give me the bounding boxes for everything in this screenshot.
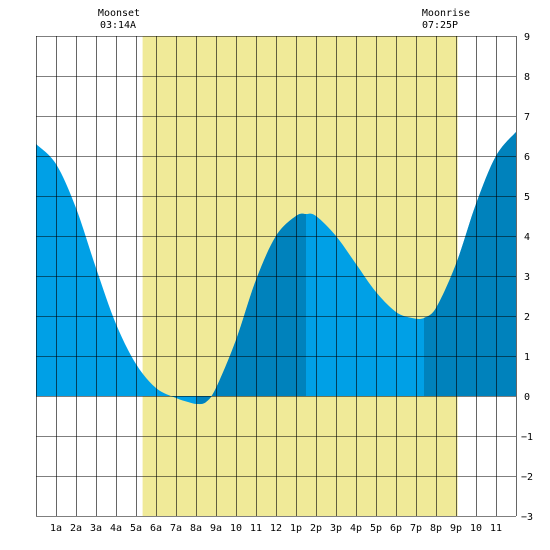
moonrise-label: Moonrise xyxy=(422,8,470,19)
y-tick-label: 0 xyxy=(524,392,530,403)
x-tick-label: 11 xyxy=(490,523,502,534)
y-tick-label: 5 xyxy=(524,192,530,203)
x-tick-label: 12 xyxy=(270,523,282,534)
x-tick-label: 10 xyxy=(470,523,482,534)
x-tick-label: 2p xyxy=(310,523,322,534)
x-tick-label: 1p xyxy=(290,523,302,534)
x-tick-label: 2a xyxy=(70,523,82,534)
moonrise-time: 07:25P xyxy=(422,20,458,31)
x-tick-label: 11 xyxy=(250,523,262,534)
x-tick-label: 3p xyxy=(330,523,342,534)
moonset-label: Moonset xyxy=(98,8,140,19)
x-tick-label: 10 xyxy=(230,523,242,534)
y-tick-label: 1 xyxy=(524,352,530,363)
y-tick-label: 9 xyxy=(524,32,530,43)
x-tick-label: 1a xyxy=(50,523,62,534)
tide-rising-area xyxy=(424,132,516,396)
y-tick-label: −2 xyxy=(521,472,533,483)
x-tick-label: 8p xyxy=(430,523,442,534)
y-tick-label: 2 xyxy=(524,312,530,323)
y-tick-label: 6 xyxy=(524,152,530,163)
x-tick-label: 6p xyxy=(390,523,402,534)
y-tick-label: −1 xyxy=(521,432,533,443)
y-tick-label: 7 xyxy=(524,112,530,123)
y-tick-label: 3 xyxy=(524,272,530,283)
x-tick-label: 3a xyxy=(90,523,102,534)
y-tick-label: 4 xyxy=(524,232,530,243)
x-tick-label: 9a xyxy=(210,523,222,534)
x-tick-label: 4p xyxy=(350,523,362,534)
x-tick-label: 5a xyxy=(130,523,142,534)
x-tick-label: 6a xyxy=(150,523,162,534)
x-tick-label: 4a xyxy=(110,523,122,534)
x-tick-label: 7p xyxy=(410,523,422,534)
y-tick-label: 8 xyxy=(524,72,530,83)
x-tick-label: 7a xyxy=(170,523,182,534)
x-tick-label: 5p xyxy=(370,523,382,534)
y-tick-label: −3 xyxy=(521,512,533,523)
moonset-time: 03:14A xyxy=(100,20,136,31)
x-tick-label: 9p xyxy=(450,523,462,534)
x-tick-label: 8a xyxy=(190,523,202,534)
